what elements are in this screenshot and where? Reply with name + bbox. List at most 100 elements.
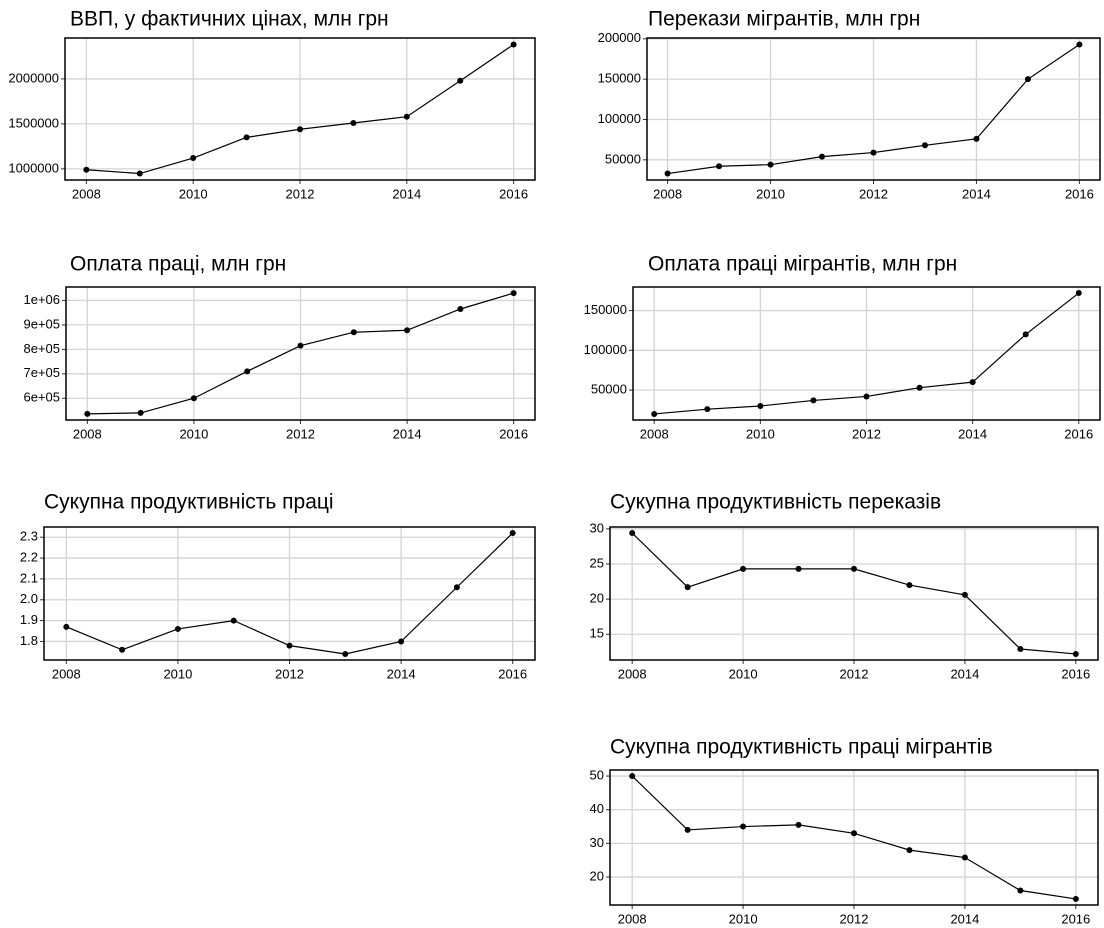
x-tick-label: 2014 [958, 426, 987, 441]
y-tick-label: 1.8 [20, 633, 38, 648]
x-tick-label: 2012 [275, 666, 304, 681]
y-tick-label: 1.9 [20, 612, 38, 627]
x-tick-label: 2010 [729, 666, 758, 681]
data-point [863, 393, 870, 400]
x-tick-label: 2016 [499, 426, 528, 441]
chart-title: Сукупна продуктивність праці [44, 491, 334, 514]
y-tick-label: 100000 [584, 342, 627, 357]
data-point [629, 530, 636, 537]
data-point [190, 395, 197, 402]
data-point [767, 161, 774, 168]
x-tick-label: 2016 [1065, 186, 1094, 201]
plot-border [609, 526, 1099, 661]
chart-title: Оплата праці, млн грн [70, 253, 286, 276]
x-tick-label: 2010 [729, 911, 758, 926]
data-point [795, 565, 802, 572]
plot-border [65, 286, 536, 421]
x-tick-label: 2012 [286, 426, 315, 441]
data-point [190, 155, 197, 162]
data-point [684, 584, 691, 591]
panel: ВВП, у фактичних цінах, млн грн 1000000 15… [8, 8, 536, 201]
data-point [342, 650, 349, 657]
data-point [740, 565, 747, 572]
data-point [819, 153, 826, 160]
data-point [63, 623, 70, 630]
y-tick-label: 40 [590, 801, 604, 816]
data-point [651, 410, 658, 417]
data-point [1076, 41, 1083, 48]
x-tick-label: 2016 [1064, 426, 1093, 441]
y-tick-label: 200000 [598, 30, 641, 45]
x-tick-label: 2014 [387, 666, 416, 681]
data-point [136, 170, 143, 177]
plot-border [64, 37, 536, 181]
y-tick-label: 6e+05 [23, 390, 60, 405]
panel: Оплата праці мігрантів, млн грн 50000 1000… [584, 253, 1101, 441]
x-tick-label: 2008 [640, 426, 669, 441]
data-point [704, 406, 711, 413]
x-tick-label: 2014 [950, 666, 979, 681]
panel: Сукупна продуктивність праці мігрантів 20… [590, 736, 1099, 926]
y-tick-label: 25 [590, 555, 604, 570]
chart-title: Перекази мігрантів, млн грн [648, 8, 920, 31]
data-point [1072, 650, 1079, 657]
data-point [297, 342, 304, 349]
panel: Сукупна продуктивність переказів 15 20 25 30… [590, 491, 1099, 681]
y-tick-label: 7e+05 [23, 365, 60, 380]
data-point [510, 41, 517, 48]
y-tick-label: 150000 [598, 71, 641, 86]
x-tick-label: 2016 [1061, 911, 1090, 926]
data-point [1075, 290, 1082, 297]
chart-title: Сукупна продуктивність праці мігрантів [610, 736, 993, 759]
data-point [350, 329, 357, 336]
x-tick-label: 2014 [950, 911, 979, 926]
chart-title: Сукупна продуктивність переказів [610, 491, 941, 514]
x-tick-label: 2012 [859, 186, 888, 201]
x-tick-label: 2012 [840, 911, 869, 926]
data-point [810, 397, 817, 404]
data-point [1072, 895, 1079, 902]
data-point [916, 384, 923, 391]
data-point [629, 773, 636, 780]
x-tick-label: 2016 [498, 666, 527, 681]
data-point [119, 646, 126, 653]
x-tick-label: 2010 [179, 426, 208, 441]
x-tick-label: 2014 [393, 426, 422, 441]
data-point [404, 327, 411, 334]
y-tick-label: 2.1 [20, 570, 38, 585]
x-tick-label: 2008 [72, 186, 101, 201]
data-point [684, 826, 691, 833]
x-tick-label: 2012 [840, 666, 869, 681]
y-tick-label: 2.3 [20, 529, 38, 544]
plot-border [632, 286, 1101, 421]
y-tick-label: 15 [590, 626, 604, 641]
data-point [906, 847, 913, 854]
data-point [230, 617, 237, 624]
data-point [510, 290, 517, 297]
data-point [1017, 887, 1024, 894]
data-point [969, 379, 976, 386]
data-point [716, 163, 723, 170]
data-point [457, 306, 464, 313]
data-point [297, 126, 303, 133]
y-tick-label: 50 [590, 767, 604, 782]
data-point [961, 591, 968, 598]
y-tick-label: 1500000 [8, 115, 59, 130]
y-tick-label: 8e+05 [23, 341, 60, 356]
data-point [973, 135, 980, 142]
y-tick-label: 100000 [598, 111, 641, 126]
chart-title: ВВП, у фактичних цінах, млн грн [70, 8, 389, 31]
panel: Оплата праці, млн грн 6e+05 7e+05 8e+05 9e+0… [23, 253, 536, 441]
plot-border [646, 37, 1101, 181]
panel: Сукупна продуктивність праці 1.8 1.9 2.0 2.1… [20, 491, 536, 681]
data-point [457, 77, 464, 84]
data-point [906, 582, 913, 589]
data-point [509, 530, 516, 537]
data-point [244, 368, 251, 375]
data-point [137, 409, 144, 416]
data-point [961, 854, 968, 861]
y-tick-label: 20 [590, 591, 604, 606]
x-tick-label: 2010 [163, 666, 192, 681]
y-tick-label: 30 [590, 520, 604, 535]
x-tick-label: 2008 [52, 666, 81, 681]
